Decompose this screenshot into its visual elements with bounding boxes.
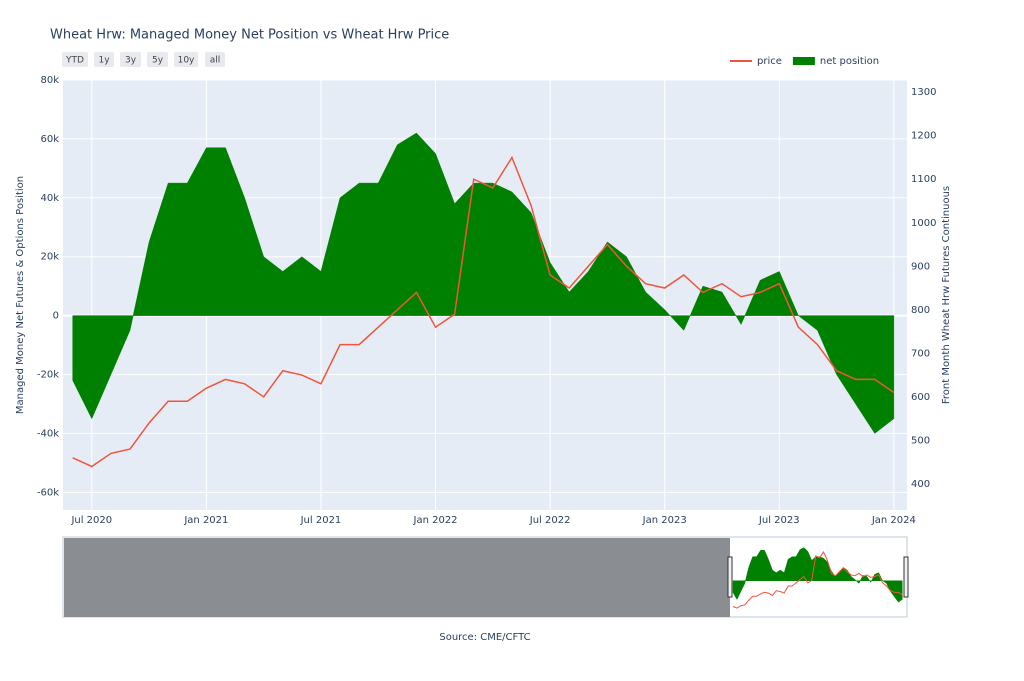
range-button-label[interactable]: YTD <box>65 56 84 66</box>
slider-series-line <box>732 551 903 609</box>
range-button-label[interactable]: 5y <box>152 56 164 66</box>
x-tick-label: Jul 2021 <box>300 515 342 526</box>
y-tick-label: 0 <box>53 311 59 322</box>
y-tick-label: -20k <box>37 370 59 381</box>
y-tick-label: -40k <box>37 428 59 439</box>
legend-label[interactable]: price <box>757 56 782 67</box>
range-button[interactable] <box>174 52 198 67</box>
x-tick-label: Jul 2020 <box>70 515 112 526</box>
y2-axis-title: Front Month Wheat Hrw Futures Continuous <box>941 186 952 404</box>
range-button-label[interactable]: 3y <box>125 56 137 66</box>
x-tick-label: Jan 2024 <box>871 515 916 526</box>
y-axis-title: Managed Money Net Futures & Options Posi… <box>15 176 26 414</box>
x-tick-label: Jan 2023 <box>642 515 687 526</box>
range-button-label[interactable]: all <box>210 56 221 66</box>
slider-mask <box>64 538 730 617</box>
y-tick-label: 20k <box>40 252 59 263</box>
slider-handle[interactable] <box>727 556 733 598</box>
y2-tick-label: 800 <box>911 305 930 316</box>
legend-swatch[interactable] <box>792 57 815 65</box>
x-tick-label: Jan 2022 <box>413 515 458 526</box>
source: Source: CME/CFTC <box>439 632 530 643</box>
range-button[interactable] <box>147 52 168 67</box>
range-button[interactable] <box>120 52 141 67</box>
y-tick-label: 40k <box>40 193 59 204</box>
y2-tick-label: 600 <box>911 392 930 403</box>
y2-tick-label: 1200 <box>911 131 936 142</box>
range-button[interactable] <box>62 52 88 67</box>
chart-title: Wheat Hrw: Managed Money Net Position vs… <box>50 28 449 43</box>
y2-tick-label: 900 <box>911 261 930 272</box>
slider-series-area <box>732 547 903 603</box>
y2-tick-label: 700 <box>911 348 930 359</box>
range-button-label[interactable]: 10y <box>178 56 195 66</box>
range-button[interactable] <box>94 52 114 67</box>
y2-tick-label: 1100 <box>911 174 936 185</box>
y2-tick-label: 500 <box>911 435 930 446</box>
series-area <box>72 132 895 434</box>
x-tick-label: Jul 2023 <box>758 515 800 526</box>
y2-tick-label: 1000 <box>911 218 936 229</box>
y-tick-label: 80k <box>40 75 59 86</box>
x-tick-label: Jan 2021 <box>183 515 228 526</box>
y2-tick-label: 1300 <box>911 87 936 98</box>
range-button[interactable] <box>205 52 225 67</box>
series-line <box>72 155 895 468</box>
legend-label[interactable]: net position <box>820 56 879 67</box>
x-tick-label: Jul 2022 <box>529 515 571 526</box>
slider-handle[interactable] <box>903 556 909 598</box>
y-tick-label: -60k <box>37 487 59 498</box>
range-button-label[interactable]: 1y <box>98 56 110 66</box>
y2-tick-label: 400 <box>911 479 930 490</box>
y-tick-label: 60k <box>40 134 59 145</box>
